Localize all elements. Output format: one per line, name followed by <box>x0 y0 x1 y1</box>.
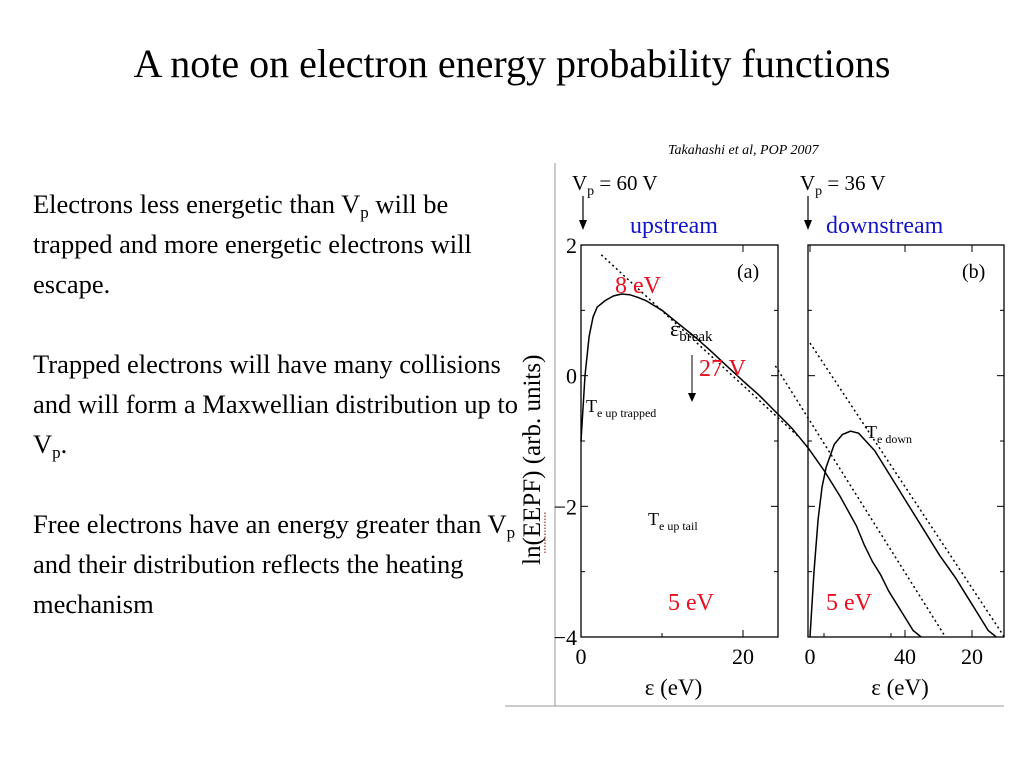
te-up-tail-label: Te up tail <box>648 509 698 533</box>
x-tick-label: 40 <box>894 644 916 669</box>
vp-label: Vp = 36 V <box>800 171 886 199</box>
plot-frame <box>580 244 779 638</box>
y-tick-label: 0 <box>566 364 577 389</box>
epsilon-break-label: εbreak <box>670 316 713 345</box>
panel-label: (b) <box>962 261 985 283</box>
y-tick-label: −4 <box>554 625 577 650</box>
region-label: downstream <box>826 213 944 239</box>
slide-title: A note on electron energy probability fu… <box>133 41 891 86</box>
y-tick-label: −2 <box>554 494 577 519</box>
x-tick-label: 20 <box>732 644 754 669</box>
annotation-5ev: 5 eV <box>668 590 715 616</box>
region-label: upstream <box>630 213 718 239</box>
paragraph-3: Free electrons have an energy greater th… <box>33 509 516 619</box>
body-text: Electrons less energetic than Vp will be… <box>33 184 523 664</box>
vp-arrow-head <box>579 220 587 230</box>
fit-line <box>809 342 1006 638</box>
fit-line <box>774 365 947 638</box>
panel-label: (a) <box>737 261 759 283</box>
x-axis-label: ε (eV) <box>871 675 929 700</box>
break-arrow-head <box>688 393 696 402</box>
x-tick-label: 0 <box>576 644 587 669</box>
paragraph-1: Electrons less energetic than Vp will be… <box>33 189 472 299</box>
annotation-5ev-b: 5 eV <box>826 590 873 616</box>
annotation-27v: 27 V <box>699 356 747 382</box>
y-tick-label: 2 <box>566 233 577 258</box>
vp-label: Vp = 60 V <box>572 171 658 199</box>
x-axis-label: ε (eV) <box>645 675 703 700</box>
eepf-curve <box>809 430 997 638</box>
te-up-trapped-label: Te up trapped <box>586 396 656 420</box>
panel-b-downstream: 0 20 40 ε (eV) Vp = 36 V downstream (b) Te down… <box>800 171 1006 700</box>
citation: Takahashi et al, POP 2007 <box>668 143 820 158</box>
annotation-8ev: 8 eV <box>615 273 662 299</box>
eepf-curve <box>580 293 922 638</box>
x-tick-label: 20 <box>961 644 983 669</box>
paragraph-2: Trapped electrons will have many collisi… <box>33 349 519 462</box>
x-tick-label: 0 <box>805 644 816 669</box>
vp-arrow-head <box>804 220 812 230</box>
te-down-label: Te down <box>866 422 912 446</box>
y-axis-label: ln(EEPF) (arb. units) <box>519 355 546 565</box>
